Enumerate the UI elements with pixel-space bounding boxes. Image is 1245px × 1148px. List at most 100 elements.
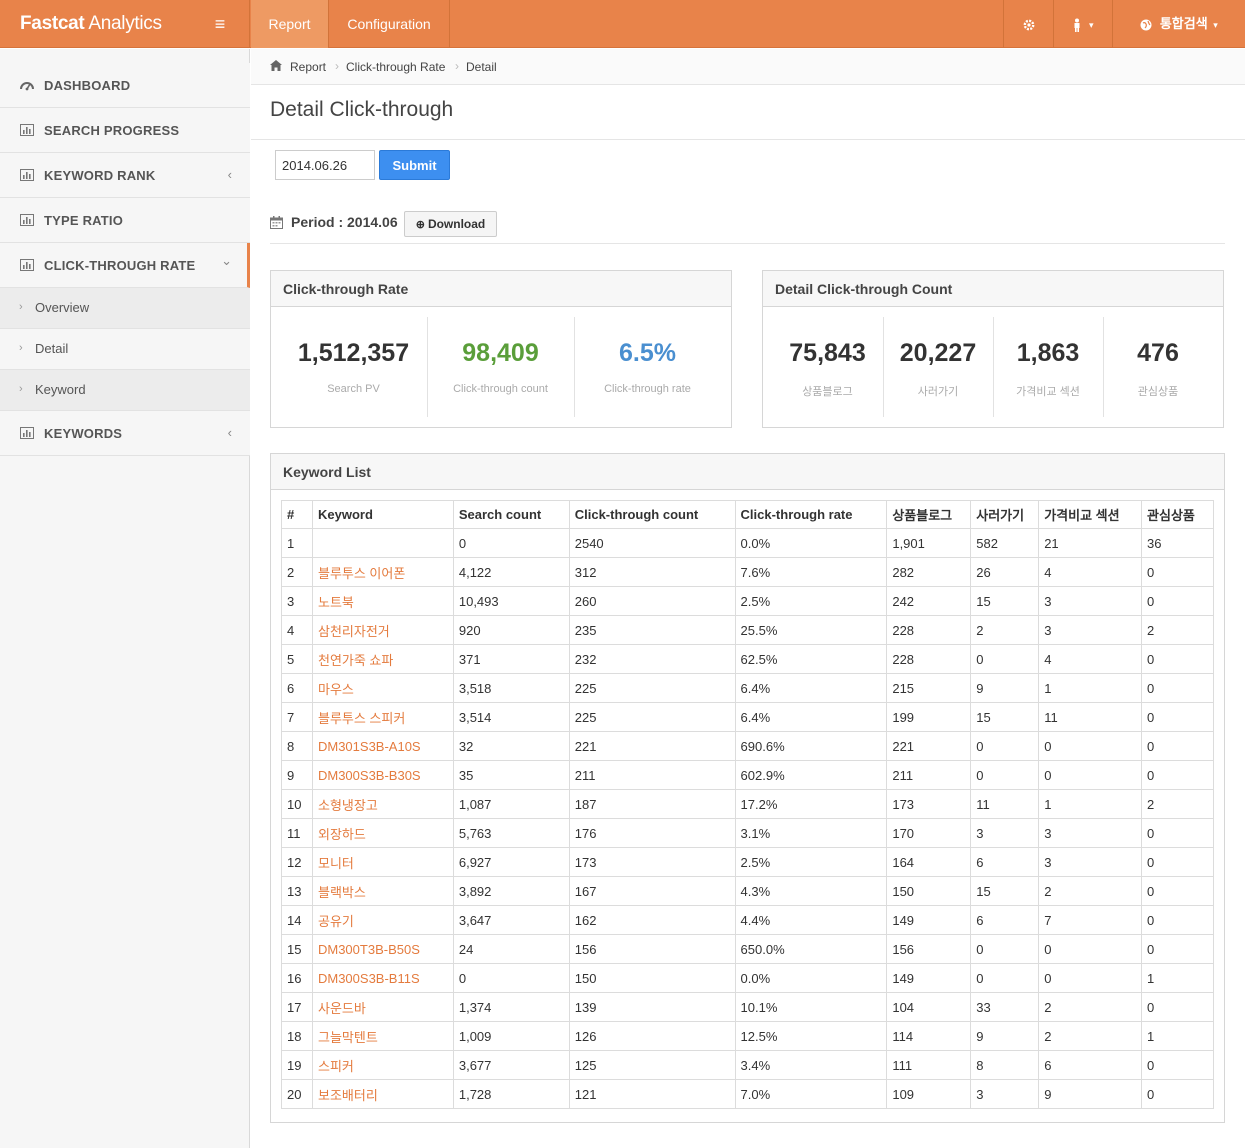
hamburger-icon[interactable]: ≡ xyxy=(214,14,226,34)
download-button[interactable]: ⊕ Download xyxy=(404,211,497,237)
chevron-down-icon: ▾ xyxy=(1213,20,1218,30)
stat-label: 가격비교 섹션 xyxy=(1016,386,1080,398)
sidebar-subitem-overview[interactable]: › Overview xyxy=(0,288,250,329)
table-cell: 삼천리자전거 xyxy=(311,615,454,645)
panel-header: Click-through Rate xyxy=(271,271,731,307)
keyword-link[interactable]: 보조배터리 xyxy=(317,1087,378,1103)
user-menu-button[interactable]: ▾ xyxy=(1053,0,1112,48)
table-cell: 0 xyxy=(1141,673,1214,703)
stat-divider xyxy=(574,317,575,417)
sidebar-subitem-detail[interactable]: › Detail xyxy=(0,329,250,370)
keyword-link[interactable]: 블루투스 이어폰 xyxy=(317,565,406,581)
sidebar-subitem-label: Keyword xyxy=(35,382,86,397)
breadcrumb-report[interactable]: Report xyxy=(290,60,327,74)
table-row: 9 DM300S3B-B30S 35 211 602.9% 211 0 0 0 xyxy=(281,760,1214,790)
table-cell: 0 xyxy=(1141,586,1214,616)
table-cell: 5,763 xyxy=(452,818,570,848)
panel-title: Detail Click-through Count xyxy=(775,281,953,297)
table-cell: 4 xyxy=(1038,644,1143,674)
column-header: Keyword xyxy=(311,500,454,529)
table-cell: 8 xyxy=(281,731,313,761)
search-scope-dropdown[interactable]: 통합검색 ▾ xyxy=(1112,0,1245,48)
table-cell: 187 xyxy=(568,789,736,819)
keyword-link[interactable]: DM300T3B-B50S xyxy=(317,941,420,957)
table-cell: 2.5% xyxy=(734,586,888,616)
keyword-link[interactable]: 소형냉장고 xyxy=(317,797,378,813)
table-cell: 3 xyxy=(970,818,1040,848)
sidebar-item-type-ratio[interactable]: TYPE RATIO xyxy=(0,198,250,243)
keyword-link[interactable]: 공유기 xyxy=(317,913,354,929)
keyword-link[interactable]: 모니터 xyxy=(317,855,354,871)
top-navbar: Fastcat Analytics ≡ Report Configuration… xyxy=(0,0,1245,48)
table-cell: 6,927 xyxy=(452,847,570,877)
stat-product-blog: 75,843 상품블로그 xyxy=(773,317,882,417)
table-cell: DM300T3B-B50S xyxy=(311,934,454,964)
date-input[interactable] xyxy=(275,150,375,180)
keyword-link[interactable]: 블랙박스 xyxy=(317,884,366,900)
keyword-link[interactable]: 그늘막텐트 xyxy=(317,1029,378,1045)
submit-button[interactable]: Submit xyxy=(379,150,450,180)
keyword-link[interactable]: 천연가죽 쇼파 xyxy=(317,652,394,668)
keyword-link[interactable]: DM301S3B-A10S xyxy=(317,738,421,754)
table-cell: 211 xyxy=(886,760,972,790)
sidebar-item-search-progress[interactable]: SEARCH PROGRESS xyxy=(0,108,250,153)
sidebar-subitem-keyword[interactable]: › Keyword xyxy=(0,370,250,411)
table-cell: 111 xyxy=(886,1050,972,1080)
table-cell: 7.6% xyxy=(734,557,888,587)
table-cell: 0 xyxy=(1141,702,1214,732)
table-cell: 225 xyxy=(568,702,736,732)
table-cell: 3,514 xyxy=(452,702,570,732)
keyword-link[interactable]: 삼천리자전거 xyxy=(317,623,390,639)
table-row: 19 스피커 3,677 125 3.4% 111 8 6 0 xyxy=(281,1050,1214,1080)
table-cell: 33 xyxy=(970,992,1040,1022)
keyword-link[interactable]: 노트북 xyxy=(317,594,354,610)
table-cell: 149 xyxy=(886,905,972,935)
stat-click-through-rate: 6.5% Click-through rate xyxy=(575,317,720,417)
sidebar-item-label: CLICK-THROUGH RATE xyxy=(44,258,196,273)
keyword-link[interactable]: 블루투스 스피커 xyxy=(317,710,406,726)
table-cell: 0 xyxy=(1038,963,1143,993)
table-header-row: # Keyword Search count Click-through cou… xyxy=(281,500,1214,529)
keyword-link[interactable]: 마우스 xyxy=(317,681,354,697)
table-cell: 3.1% xyxy=(734,818,888,848)
tab-report[interactable]: Report xyxy=(251,0,329,48)
table-row: 2 블루투스 이어폰 4,122 312 7.6% 282 26 4 0 xyxy=(281,557,1214,587)
table-cell: 11 xyxy=(281,818,313,848)
period-text: Period : 2014.06 xyxy=(291,214,398,230)
keyword-link[interactable]: 스피커 xyxy=(317,1058,354,1074)
sidebar-item-keywords[interactable]: KEYWORDS ‹ xyxy=(0,411,250,456)
table-cell: 10,493 xyxy=(452,586,570,616)
home-icon[interactable] xyxy=(270,60,282,71)
table-row: 18 그늘막텐트 1,009 126 12.5% 114 9 2 1 xyxy=(281,1021,1214,1051)
keyword-link[interactable]: DM300S3B-B11S xyxy=(317,970,420,986)
stat-label: 사러가기 xyxy=(917,386,959,398)
table-cell: 4 xyxy=(1038,557,1143,587)
sidebar-item-keyword-rank[interactable]: KEYWORD RANK ‹ xyxy=(0,153,250,198)
keyword-link[interactable]: 외장하드 xyxy=(317,826,366,842)
column-header: Search count xyxy=(452,500,570,529)
stat-wishlist: 476 관심상품 xyxy=(1104,317,1212,417)
sidebar-item-dashboard[interactable]: DASHBOARD xyxy=(0,63,250,108)
tab-configuration[interactable]: Configuration xyxy=(329,0,450,48)
table-cell: 9 xyxy=(970,673,1040,703)
table-cell: 소형냉장고 xyxy=(311,789,454,819)
stat-search-pv: 1,512,357 Search PV xyxy=(281,317,426,417)
stat-divider xyxy=(883,317,884,417)
table-cell: 0 xyxy=(970,760,1040,790)
table-cell: 0 xyxy=(452,963,570,993)
stat-value: 75,843 xyxy=(789,339,866,367)
sidebar-item-click-through-rate[interactable]: CLICK-THROUGH RATE ⌄ xyxy=(0,243,250,288)
table-cell: 17 xyxy=(281,992,313,1022)
settings-button[interactable] xyxy=(1003,0,1053,48)
breadcrumb-click-through-rate[interactable]: Click-through Rate xyxy=(346,60,446,74)
column-header: # xyxy=(281,500,313,529)
table-cell: 242 xyxy=(886,586,972,616)
brand-logo[interactable]: Fastcat Analytics xyxy=(20,13,162,35)
keyword-link[interactable]: DM300S3B-B30S xyxy=(317,767,421,783)
table-cell: 0 xyxy=(970,934,1040,964)
table-cell: 0 xyxy=(452,528,570,558)
table-row: 5 천연가죽 쇼파 371 232 62.5% 228 0 4 0 xyxy=(281,644,1214,674)
table-cell: 10 xyxy=(281,789,313,819)
keyword-link[interactable]: 사운드바 xyxy=(317,1000,366,1016)
table-cell: 6 xyxy=(1038,1050,1143,1080)
